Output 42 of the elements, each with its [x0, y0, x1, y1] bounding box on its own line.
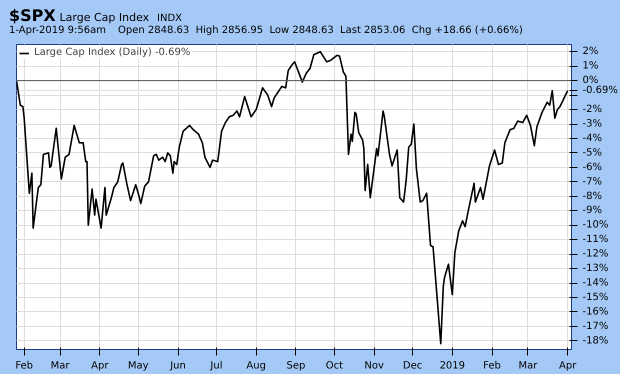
y-tick-label: -0.69% [582, 85, 618, 96]
y-tick-label: -10% [582, 220, 608, 231]
x-tick-label: Apr [91, 360, 110, 372]
x-tick-label: Mar [50, 360, 70, 372]
y-tick-label: -6% [582, 162, 602, 173]
chart-subtitle: Large Cap Index [60, 11, 150, 24]
x-tick-label: Dec [402, 360, 422, 372]
x-tick-label: Feb [483, 360, 501, 372]
y-tick-label: -16% [582, 306, 608, 318]
y-tick-label: 2% [582, 46, 598, 58]
x-tick-label: 2019 [440, 360, 466, 372]
x-tick-label: Mar [518, 360, 538, 372]
text: INDX [157, 13, 182, 24]
y-tick-label: -14% [582, 278, 608, 289]
y-tick-label: -2% [582, 104, 602, 116]
y-tick-label: 1% [582, 60, 598, 72]
x-tick-label: Nov [364, 360, 384, 372]
x-tick-label: Feb [15, 360, 34, 372]
y-tick-label: -3% [582, 118, 602, 130]
text: 1-Apr-2019 9:56am [9, 24, 106, 36]
x-tick-label: Aug [246, 360, 266, 372]
y-tick-label: -7% [582, 176, 602, 188]
y-tick-label: -12% [582, 248, 608, 260]
x-tick-label: Apr [559, 360, 578, 372]
y-tick-label: -18% [582, 335, 608, 346]
y-tick-label: -15% [582, 292, 608, 303]
x-tick-label: Jul [209, 360, 222, 372]
legend-label: Large Cap Index (Daily) -0.69% [34, 47, 190, 58]
x-tick-label: Jun [169, 360, 186, 372]
x-tick-label: Sep [286, 360, 306, 372]
y-tick-label: -13% [582, 263, 608, 274]
chart-title: $SPX [9, 6, 56, 25]
y-tick-label: 0% [582, 75, 598, 86]
x-tick-label: May [128, 360, 149, 372]
y-tick-label: -5% [582, 147, 602, 158]
y-tick-label: -4% [582, 132, 602, 144]
y-tick-label: -9% [582, 205, 602, 216]
x-tick-label: Oct [326, 360, 344, 372]
y-tick-label: -8% [582, 190, 602, 202]
text: Open 2848.63 High 2856.95 Low 2848.63 Last 2853.06 Chg +18.66 (+0.66%) [118, 24, 523, 36]
y-tick-label: -17% [582, 320, 608, 332]
y-tick-label: -11% [582, 234, 608, 246]
